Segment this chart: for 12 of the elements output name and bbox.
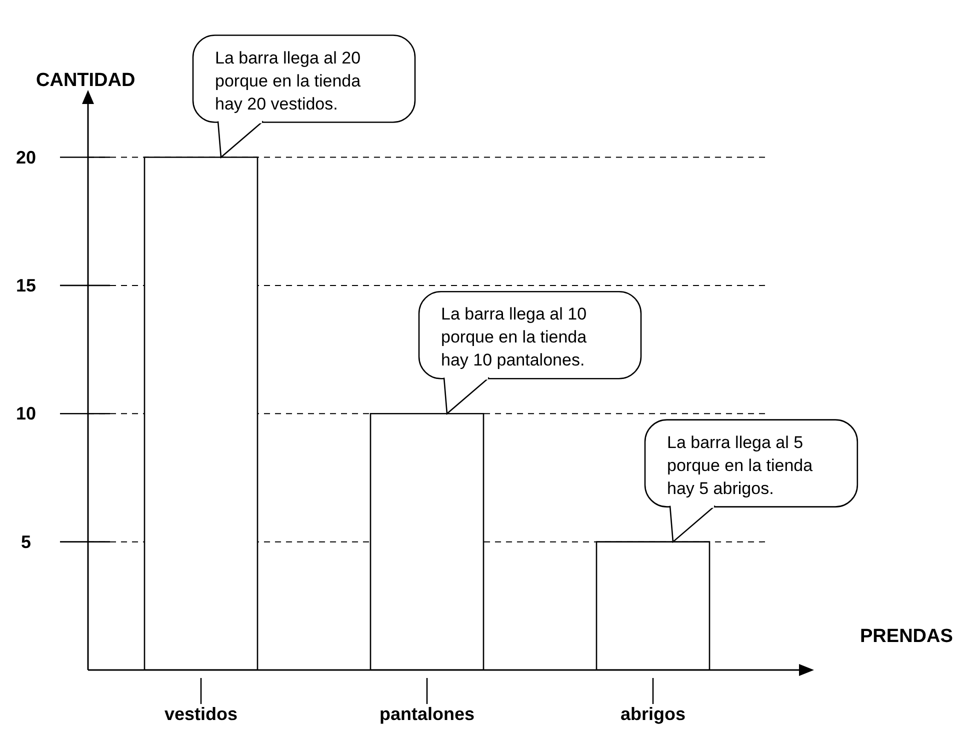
x-axis-title: PRENDAS [860, 626, 953, 648]
x-tick-label: vestidos [164, 704, 238, 724]
y-tick-label: 15 [16, 275, 36, 296]
y-tick-label: 20 [16, 147, 36, 168]
annotation: La barra llega al 5 porque en la tienda hay 5 abrigos. [667, 432, 814, 498]
annotation: La barra llega al 10 porque en la tienda hay 10 pantalones. [441, 304, 588, 370]
y-tick-label: 5 [20, 532, 32, 552]
y-tick-label: 10 [16, 404, 36, 424]
x-tick-label: abrigos [620, 704, 686, 724]
x-tick-label: pantalones [379, 704, 475, 724]
y-axis-title: CANTIDAD [36, 70, 136, 92]
annotation: La barra llega al 20 porque en la tienda hay 20 vestidos. [215, 48, 362, 114]
